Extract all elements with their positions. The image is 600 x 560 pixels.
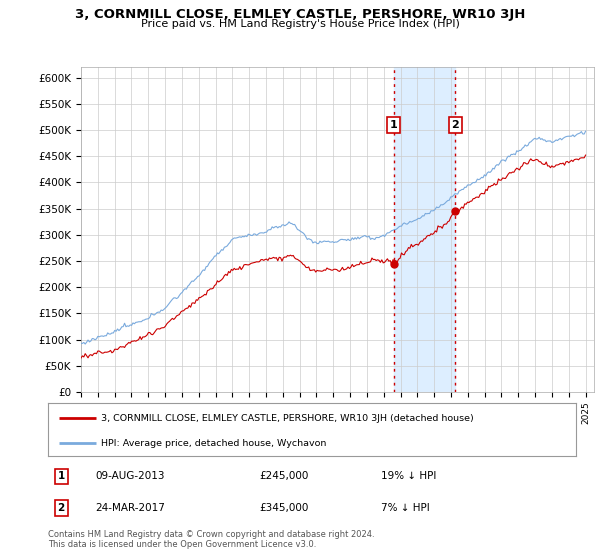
Text: 1: 1 — [58, 472, 65, 482]
Text: 09-AUG-2013: 09-AUG-2013 — [95, 472, 165, 482]
Text: £345,000: £345,000 — [259, 503, 308, 513]
Text: 7% ↓ HPI: 7% ↓ HPI — [380, 503, 430, 513]
Text: This data is licensed under the Open Government Licence v3.0.: This data is licensed under the Open Gov… — [48, 540, 316, 549]
Text: 3, CORNMILL CLOSE, ELMLEY CASTLE, PERSHORE, WR10 3JH: 3, CORNMILL CLOSE, ELMLEY CASTLE, PERSHO… — [75, 8, 525, 21]
Text: Price paid vs. HM Land Registry's House Price Index (HPI): Price paid vs. HM Land Registry's House … — [140, 19, 460, 29]
Bar — [394, 67, 455, 392]
Text: Contains HM Land Registry data © Crown copyright and database right 2024.: Contains HM Land Registry data © Crown c… — [48, 530, 374, 539]
Text: 3, CORNMILL CLOSE, ELMLEY CASTLE, PERSHORE, WR10 3JH (detached house): 3, CORNMILL CLOSE, ELMLEY CASTLE, PERSHO… — [101, 414, 473, 423]
Text: HPI: Average price, detached house, Wychavon: HPI: Average price, detached house, Wych… — [101, 438, 326, 447]
Text: 2: 2 — [58, 503, 65, 513]
Text: 1: 1 — [390, 120, 398, 130]
Text: £245,000: £245,000 — [259, 472, 308, 482]
Text: 19% ↓ HPI: 19% ↓ HPI — [380, 472, 436, 482]
Text: 2: 2 — [451, 120, 459, 130]
Text: 24-MAR-2017: 24-MAR-2017 — [95, 503, 166, 513]
